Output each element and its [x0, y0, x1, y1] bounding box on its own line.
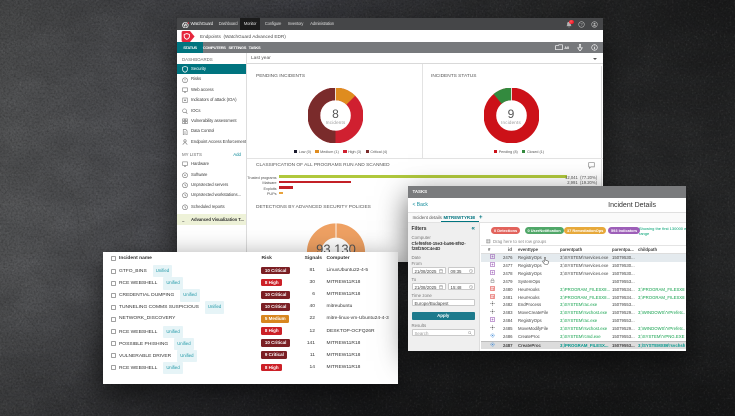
svg-text:W: W — [183, 22, 187, 27]
svg-text:?: ? — [580, 22, 583, 27]
